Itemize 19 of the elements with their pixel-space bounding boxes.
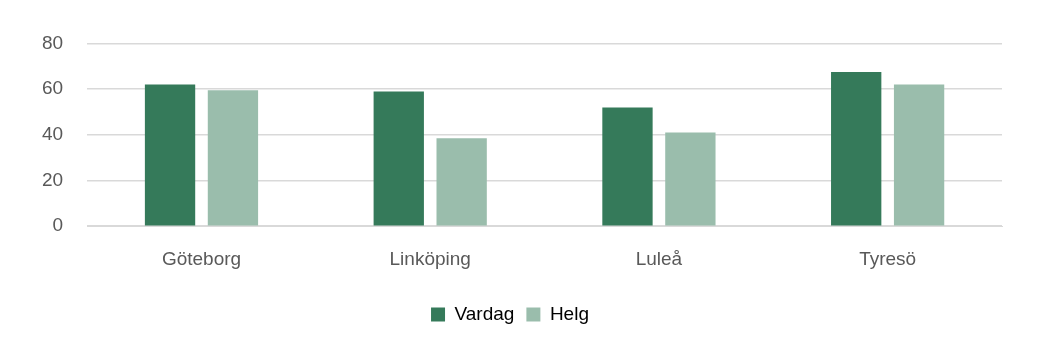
bar bbox=[207, 90, 259, 226]
y-tick-label: 0 bbox=[52, 214, 64, 236]
y-tick-label: 80 bbox=[41, 31, 64, 53]
x-tick-label: Göteborg bbox=[161, 247, 242, 269]
x-tick-label: Tyresö bbox=[859, 247, 917, 269]
bar bbox=[665, 132, 716, 226]
bar bbox=[436, 138, 487, 226]
bar bbox=[602, 107, 653, 226]
legend-label: Helg bbox=[549, 302, 589, 324]
y-tick-label: 20 bbox=[41, 168, 64, 190]
x-tick-label: Linköping bbox=[389, 247, 471, 269]
bar bbox=[373, 91, 424, 226]
bar bbox=[144, 84, 196, 226]
bar bbox=[831, 71, 882, 226]
x-tick-label: Luleå bbox=[635, 247, 683, 269]
legend-label: Vardag bbox=[454, 302, 515, 324]
y-tick-label: 60 bbox=[41, 77, 64, 99]
bar bbox=[893, 84, 945, 226]
y-tick-label: 40 bbox=[41, 123, 64, 145]
